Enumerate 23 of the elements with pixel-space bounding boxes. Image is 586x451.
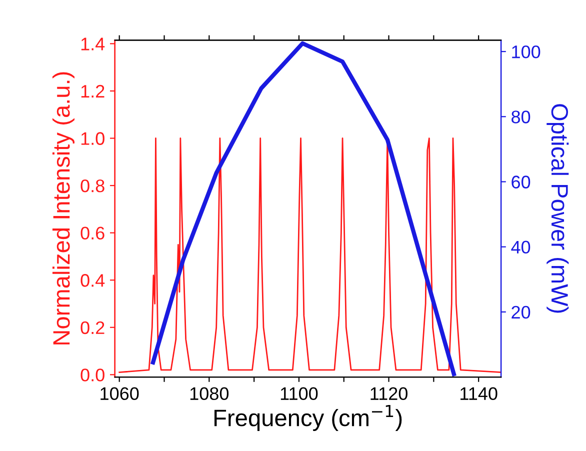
y-tick-label: 1.2 <box>81 84 104 98</box>
x-tick-label: 1080 <box>190 387 229 400</box>
y2-tick-label: 80 <box>512 110 530 124</box>
y2-tick-label: 100 <box>512 45 540 58</box>
x-tick-label: 1120 <box>370 387 408 400</box>
y-axis-title: Normalized Intensity (a.u.) <box>52 72 74 344</box>
x-tick-label: 1140 <box>460 387 498 400</box>
y-tick-label: 1.0 <box>81 132 104 145</box>
y2-tick-label: 60 <box>512 176 530 188</box>
y-tick-label: 0.2 <box>80 321 104 334</box>
line-series <box>150 41 456 376</box>
x-tick-label: 1060 <box>100 387 139 400</box>
y-tick-label: 0.0 <box>80 368 104 382</box>
x-axis-title: Frequency (cm$^{−1}$) <box>214 404 402 431</box>
y2-tick-label: 20 <box>512 306 530 319</box>
y2-tick-label: 40 <box>511 240 530 254</box>
y-tick-label: 0.6 <box>80 226 104 240</box>
y-tick-label: 0.8 <box>80 179 104 192</box>
y-tick-label: 1.4 <box>81 38 105 50</box>
y2-axis-title: Optical Power (mW) <box>546 104 569 313</box>
x-tick-label: 1100 <box>280 387 318 400</box>
line-series <box>118 138 502 374</box>
y-tick-label: 0.4 <box>80 274 105 287</box>
